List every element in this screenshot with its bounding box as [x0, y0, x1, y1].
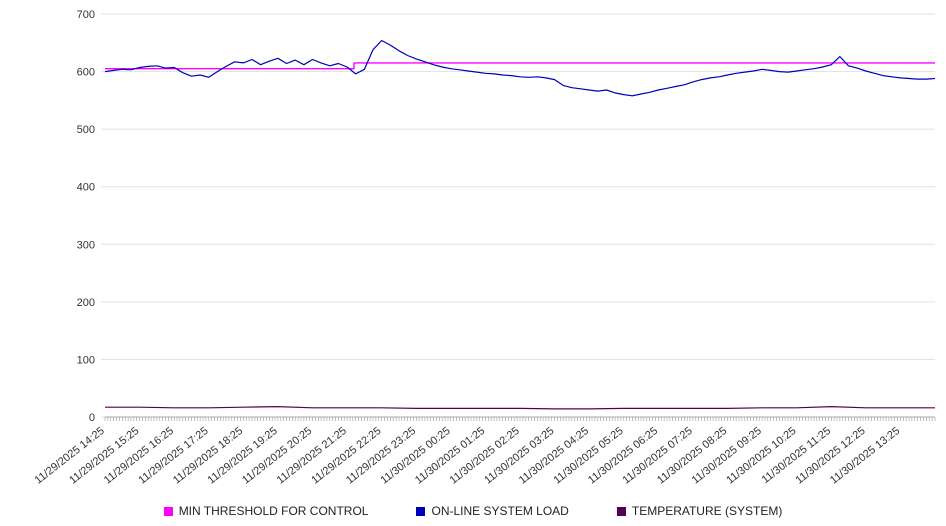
svg-text:400: 400	[77, 182, 95, 194]
svg-text:100: 100	[77, 354, 95, 366]
legend-item-temperature: TEMPERATURE (SYSTEM)	[616, 504, 783, 518]
chart-legend: MIN THRESHOLD FOR CONTROL ON-LINE SYSTEM…	[0, 504, 946, 518]
legend-item-system-load: ON-LINE SYSTEM LOAD	[416, 504, 569, 518]
legend-swatch-icon	[616, 506, 626, 516]
legend-label: MIN THRESHOLD FOR CONTROL	[178, 504, 369, 518]
svg-text:700: 700	[77, 9, 95, 21]
legend-item-min-threshold: MIN THRESHOLD FOR CONTROL	[163, 504, 369, 518]
legend-swatch-icon	[416, 506, 426, 516]
svg-text:600: 600	[77, 67, 95, 79]
legend-swatch-icon	[163, 506, 173, 516]
svg-text:500: 500	[77, 124, 95, 136]
svg-text:0: 0	[89, 412, 95, 424]
legend-label: TEMPERATURE (SYSTEM)	[631, 504, 783, 518]
svg-text:300: 300	[77, 239, 95, 251]
svg-text:200: 200	[77, 297, 95, 309]
legend-label: ON-LINE SYSTEM LOAD	[431, 504, 569, 518]
